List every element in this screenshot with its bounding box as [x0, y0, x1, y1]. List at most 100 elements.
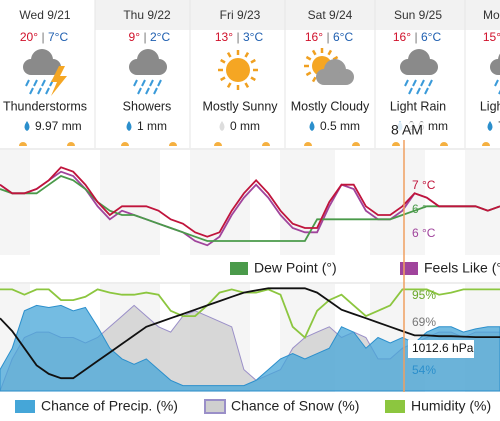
condition: Mostly Cloudy [291, 99, 370, 113]
separator: | [414, 30, 417, 44]
night-stripe [465, 150, 500, 255]
sunset-marker [440, 142, 448, 146]
rain-drop [420, 79, 425, 87]
precip-label: 95% [412, 288, 436, 302]
rain-drop [29, 87, 34, 95]
sun-ray [244, 52, 250, 58]
humidity-line [0, 288, 500, 339]
precip-label: 54% [412, 363, 436, 377]
cloud-icon [490, 53, 500, 75]
precip-drop [309, 121, 315, 131]
cloud-part [31, 64, 53, 75]
sunrise-marker [482, 142, 490, 146]
sunrise-marker [304, 142, 312, 146]
legend-label: Chance of Snow (%) [231, 398, 359, 414]
sun-ray [220, 76, 226, 82]
rain-drop [424, 87, 429, 95]
rain-drop [157, 79, 162, 87]
temperature-label: 7 °C [412, 178, 436, 192]
sun-ray [327, 49, 333, 56]
legend-label: Dew Point (°) [254, 260, 337, 276]
rain-drop [145, 87, 150, 95]
legend-swatch [385, 400, 405, 413]
precip-label: 1012.6 hPa [412, 341, 474, 355]
low-temp: 7°C [48, 30, 68, 44]
high-temp: 20° [20, 30, 38, 44]
precip-drop [126, 121, 132, 131]
sun-ray [226, 52, 232, 58]
precip-drop [487, 121, 493, 131]
sun-ray [220, 58, 226, 64]
condition: Showers [123, 99, 172, 113]
low-temp: 6°C [421, 30, 441, 44]
sunrise-marker [121, 142, 129, 146]
condition: Mostly Sunny [202, 99, 278, 113]
condition: Thunderstorms [3, 99, 87, 113]
condition: Light Rain [390, 99, 446, 113]
condition: Light Rain [480, 99, 500, 113]
night-stripe [0, 150, 30, 255]
precip-amount: 0.5 mm [320, 119, 360, 133]
precip-area [0, 304, 500, 392]
header-selected [0, 0, 95, 30]
sun-ray [305, 71, 312, 77]
high-temp: 9° [129, 30, 141, 44]
precip-amount: 7 mm [498, 119, 500, 133]
cloud-part [324, 74, 346, 85]
legend-label: Humidity (%) [411, 398, 491, 414]
sunset-marker [67, 142, 75, 146]
sunrise-marker [392, 142, 400, 146]
rain-drop [494, 79, 499, 87]
day-label: Mon 9/26 [483, 8, 500, 22]
day-label: Fri 9/23 [220, 8, 261, 22]
rain-drop [137, 87, 142, 95]
cloud-part [137, 64, 159, 75]
legend-swatch [230, 262, 248, 275]
high-temp: 15° [483, 30, 500, 44]
legend-swatch [15, 400, 35, 413]
precip-amount: 1 mm [137, 119, 167, 133]
sunset-marker [262, 142, 270, 146]
rain-drop [149, 79, 154, 87]
night-stripe [280, 150, 335, 255]
rain-drop [416, 87, 421, 95]
cloud-part [498, 64, 500, 75]
low-temp: 6°C [333, 30, 353, 44]
rain-drop [153, 87, 158, 95]
separator: | [326, 30, 329, 44]
low-temp: 3°C [243, 30, 263, 44]
cloud-icon [129, 49, 167, 75]
rain-drop [41, 79, 46, 87]
day-label: Sat 9/24 [308, 8, 353, 22]
pressure-line [0, 287, 500, 380]
high-temp: 13° [215, 30, 233, 44]
rain-drop [33, 79, 38, 87]
precip-amount: 0 mm [230, 119, 260, 133]
separator: | [236, 30, 239, 44]
day-label: Sun 9/25 [394, 8, 442, 22]
lightning [51, 66, 67, 96]
legend-label: Chance of Precip. (%) [41, 398, 178, 414]
cloud-icon [23, 49, 61, 75]
sun-ray [250, 58, 256, 64]
precip-label: 69% [412, 315, 436, 329]
night-stripe [370, 150, 425, 255]
rain-drop [133, 79, 138, 87]
sun-ray [311, 76, 317, 83]
legend-swatch [204, 399, 226, 414]
rain-drop [408, 87, 413, 95]
temperature-line [0, 174, 500, 242]
time-label: 8 AM [391, 122, 423, 138]
sunset-marker [352, 142, 360, 146]
sun-ray [305, 55, 312, 61]
label-box [408, 340, 474, 358]
rain-drop [141, 79, 146, 87]
cloud-icon [316, 59, 354, 85]
rain-drop [25, 79, 30, 87]
sun-ray [311, 49, 317, 56]
sun-ray [226, 82, 232, 88]
precip-drop [24, 121, 30, 131]
cloud-part [408, 64, 430, 75]
temperature-line [0, 166, 500, 238]
